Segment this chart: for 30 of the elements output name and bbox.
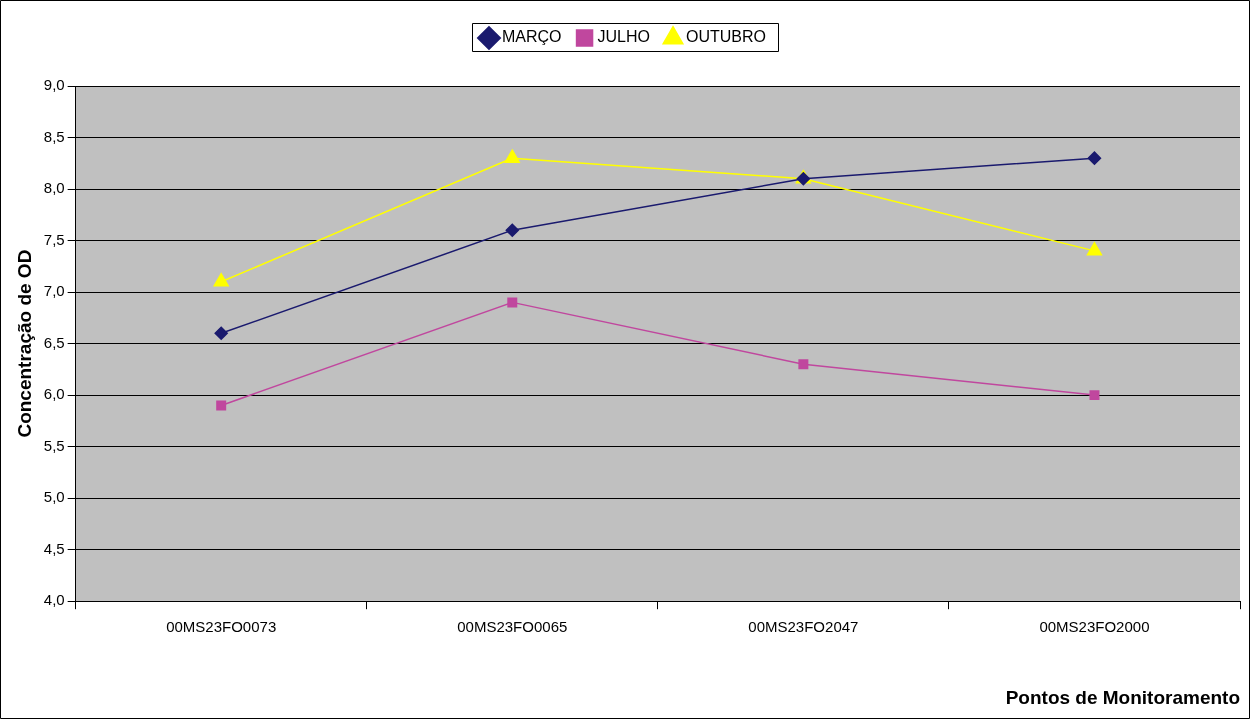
point bbox=[1089, 390, 1100, 401]
point bbox=[504, 149, 520, 163]
point bbox=[214, 326, 228, 341]
legend-label: OUTUBRO bbox=[686, 28, 766, 46]
x-tick-label: 00MS23FO2047 bbox=[748, 618, 859, 636]
x-tick-label: 00MS23FO0073 bbox=[166, 618, 277, 636]
y-tick-label: 9,0 bbox=[43, 76, 65, 94]
legend-label: JULHO bbox=[597, 28, 650, 46]
x-tick-label: 00MS23FO2000 bbox=[1039, 618, 1150, 636]
y-tick-label: 6,5 bbox=[43, 333, 65, 351]
y-tick-label: 7,0 bbox=[43, 282, 65, 300]
point bbox=[213, 273, 229, 287]
x-axis-title: Pontos de Monitoramento bbox=[1005, 686, 1240, 708]
point bbox=[507, 297, 518, 308]
y-tick-label: 6,0 bbox=[43, 385, 65, 403]
y-tick-label: 8,0 bbox=[43, 179, 65, 197]
point bbox=[216, 400, 227, 411]
x-tick-label: 00MS23FO0065 bbox=[457, 618, 568, 636]
y-tick-label: 7,5 bbox=[43, 230, 65, 248]
legend-label: MARÇO bbox=[502, 28, 562, 46]
y-axis-title: Concentração de OD bbox=[13, 249, 35, 438]
y-tick-label: 8,5 bbox=[43, 127, 65, 145]
y-tick-label: 5,0 bbox=[43, 488, 65, 506]
point bbox=[1087, 151, 1102, 165]
point bbox=[798, 359, 809, 370]
point bbox=[1086, 242, 1103, 256]
y-tick-label: 4,0 bbox=[43, 591, 65, 609]
y-tick-label: 5,5 bbox=[43, 436, 65, 454]
point bbox=[505, 223, 520, 238]
y-tick-label: 4,5 bbox=[43, 539, 65, 557]
